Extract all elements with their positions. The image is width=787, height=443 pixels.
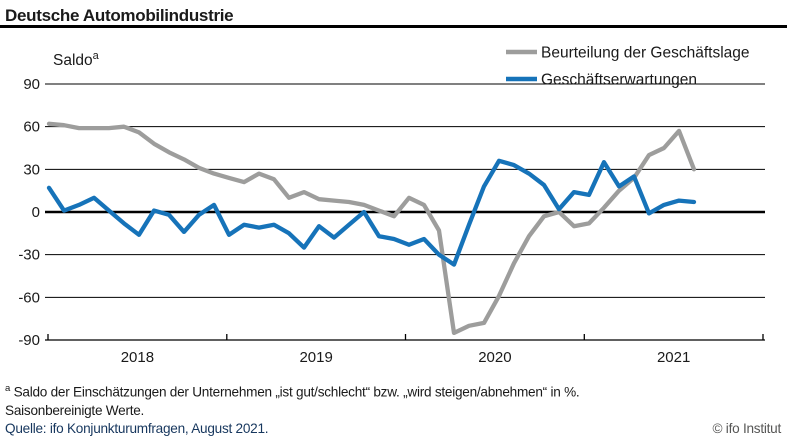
x-tick-label: 2018 [121,349,154,366]
footnote-sup: a [5,383,11,394]
legend: Beurteilung der Geschäftslage Geschäftse… [506,45,750,89]
series-line-geschaeftslage [46,121,697,336]
footnote-text: Saldo der Einschätzungen der Unternehmen… [13,384,580,400]
source-row: Quelle: ifo Konjunkturumfragen, August 2… [5,420,781,438]
chart-header: Deutsche Automobilindustrie [0,0,787,28]
series-layer [46,121,697,336]
page-title: Deutsche Automobilindustrie [5,6,234,25]
y-tick-label: 60 [23,119,40,136]
x-tick-label: 2019 [299,349,332,366]
y-axis-title: Saldoa [53,50,100,69]
series-line-erwartungen [46,158,697,267]
y-tick-label: 30 [23,161,40,178]
y-tick-label: -60 [18,289,40,306]
copyright-text: © ifo Institut [712,421,782,437]
footnote-line-1: a Saldo der Einschätzungen der Unternehm… [5,380,781,402]
x-tick-label: 2021 [657,349,690,366]
y-tick-label: -30 [18,247,40,264]
source-text: Quelle: ifo Konjunkturumfragen, August 2… [5,421,269,437]
y-tick-label: -90 [18,332,40,349]
footnote-line-2: Saisonbereinigte Werte. [5,402,145,418]
legend-label-geschaeftslage: Beurteilung der Geschäftslage [541,45,750,62]
grid-layer: 90 60 30 0 -30 -60 -90 2018 2019 2020 2021 [18,76,765,366]
y-tick-label: 0 [32,204,40,221]
legend-label-erwartungen: Geschäftserwartungen [541,72,697,89]
y-tick-label: 90 [23,76,40,93]
x-tick-label: 2020 [478,349,511,366]
chart-footnotes: a Saldo der Einschätzungen der Unternehm… [0,377,787,439]
